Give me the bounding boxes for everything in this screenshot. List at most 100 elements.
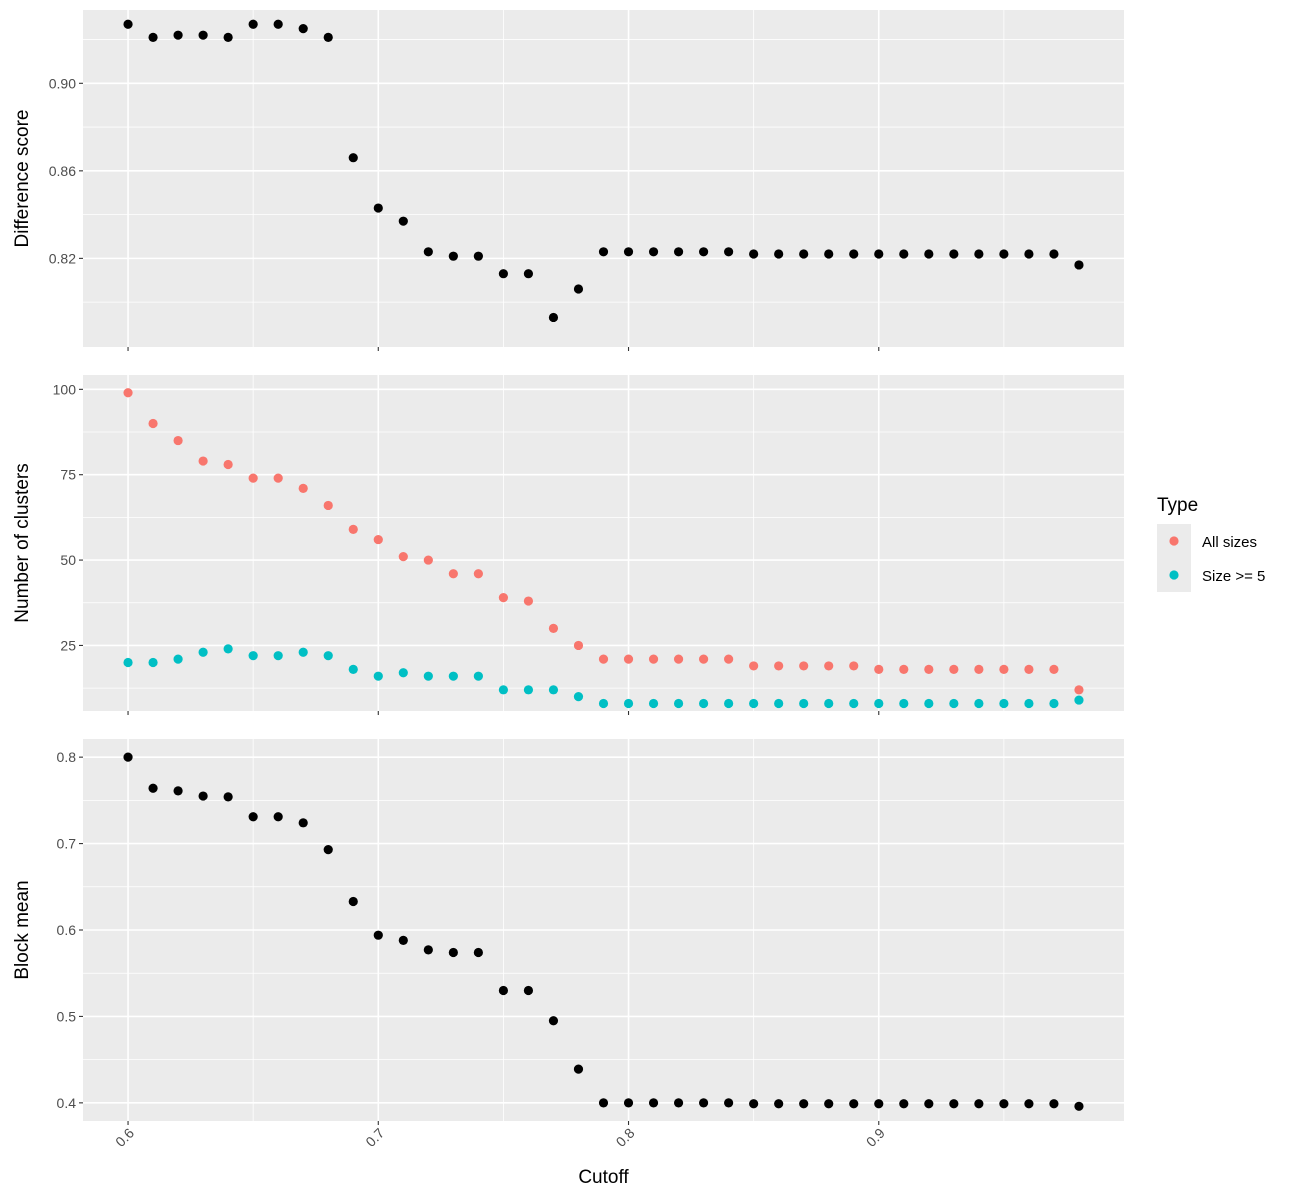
data-point bbox=[448, 251, 458, 261]
data-point bbox=[899, 249, 909, 259]
data-point bbox=[899, 698, 909, 709]
data-point bbox=[573, 692, 584, 702]
data-point bbox=[398, 216, 408, 226]
data-point bbox=[148, 418, 158, 429]
data-point bbox=[198, 791, 208, 801]
x-tick-label: 0.6 bbox=[112, 1125, 137, 1150]
data-point bbox=[148, 783, 158, 793]
data-point bbox=[874, 1099, 884, 1109]
data-point bbox=[323, 651, 333, 661]
data-point bbox=[123, 752, 133, 762]
panel-background bbox=[83, 10, 1124, 347]
data-point bbox=[799, 1099, 809, 1109]
data-point bbox=[148, 32, 158, 42]
data-point bbox=[648, 1098, 659, 1108]
data-point bbox=[648, 247, 659, 257]
data-point bbox=[198, 30, 208, 40]
data-point bbox=[799, 661, 809, 671]
data-point bbox=[498, 985, 509, 996]
data-point bbox=[548, 312, 559, 323]
data-point bbox=[974, 1099, 984, 1109]
data-point bbox=[148, 657, 158, 668]
data-point bbox=[849, 661, 859, 671]
data-point bbox=[999, 249, 1009, 259]
x-tick-label: 0.7 bbox=[362, 1125, 387, 1150]
data-point bbox=[824, 698, 834, 709]
data-point bbox=[298, 818, 308, 828]
data-point bbox=[173, 30, 183, 40]
x-axis: 0.6 0.7 0.8 0.9 bbox=[112, 1125, 888, 1150]
data-point bbox=[799, 249, 809, 259]
data-point bbox=[498, 269, 509, 279]
data-point bbox=[623, 1098, 634, 1108]
data-point bbox=[423, 555, 433, 565]
y-axis-title: Difference score bbox=[12, 110, 33, 248]
data-point bbox=[523, 269, 534, 279]
series bbox=[123, 644, 1084, 709]
x-tick-label: 0.9 bbox=[863, 1125, 888, 1150]
data-point bbox=[198, 456, 208, 466]
data-point bbox=[123, 19, 133, 29]
data-point bbox=[573, 1064, 584, 1074]
data-point bbox=[273, 812, 283, 822]
data-point bbox=[899, 664, 909, 674]
data-point bbox=[698, 654, 709, 664]
data-point bbox=[498, 685, 509, 695]
data-point bbox=[598, 247, 609, 257]
y-tick-label: 0.5 bbox=[57, 1008, 77, 1024]
x-axis-title: Cutoff bbox=[578, 1167, 629, 1188]
data-point bbox=[874, 664, 884, 674]
data-point bbox=[1049, 1099, 1059, 1109]
y-axis-title: Number of clusters bbox=[12, 463, 33, 622]
y-tick-label: 0.86 bbox=[49, 163, 76, 179]
y-tick-label: 25 bbox=[60, 637, 76, 653]
y-tick-label: 0.6 bbox=[57, 922, 77, 938]
legend-entries: All sizes Size >= 5 bbox=[1157, 524, 1265, 592]
data-point bbox=[724, 698, 734, 709]
data-point bbox=[673, 1098, 684, 1108]
data-point bbox=[423, 945, 433, 955]
data-point bbox=[348, 524, 358, 534]
data-point bbox=[123, 388, 133, 398]
data-point bbox=[673, 698, 684, 709]
data-point bbox=[473, 671, 483, 681]
series bbox=[123, 388, 1084, 695]
data-point bbox=[974, 249, 984, 259]
data-point bbox=[373, 930, 383, 940]
data-point bbox=[724, 1098, 734, 1108]
y-tick-label: 75 bbox=[60, 467, 76, 483]
data-point bbox=[949, 249, 959, 259]
data-point bbox=[548, 685, 559, 695]
data-point bbox=[273, 19, 283, 29]
data-point bbox=[1049, 249, 1059, 259]
data-point bbox=[874, 698, 884, 709]
data-point bbox=[623, 698, 634, 709]
data-point bbox=[799, 698, 809, 709]
data-point bbox=[498, 593, 509, 603]
data-point bbox=[248, 473, 258, 483]
data-point bbox=[448, 569, 458, 579]
data-point bbox=[298, 483, 308, 493]
data-point bbox=[698, 698, 709, 709]
legend-label: Size >= 5 bbox=[1202, 568, 1265, 585]
data-point bbox=[849, 698, 859, 709]
data-point bbox=[849, 249, 859, 259]
data-point bbox=[223, 32, 233, 42]
data-point bbox=[323, 32, 333, 42]
data-point bbox=[223, 644, 233, 654]
y-tick-label: 100 bbox=[53, 381, 77, 397]
data-point bbox=[949, 1099, 959, 1109]
data-point bbox=[1074, 260, 1084, 270]
y-tick-label: 50 bbox=[60, 552, 76, 568]
data-point bbox=[698, 1098, 709, 1108]
data-point bbox=[448, 671, 458, 681]
data-point bbox=[248, 812, 258, 822]
data-point bbox=[223, 792, 233, 802]
data-point bbox=[373, 203, 383, 213]
y-tick-label: 0.7 bbox=[57, 836, 77, 852]
data-point bbox=[1049, 698, 1059, 709]
panels: 0.82 0.86 0.90 Difference score 25 50 75 100 Num… bbox=[12, 10, 1124, 1125]
data-point bbox=[423, 247, 433, 257]
y-tick-label: 0.8 bbox=[57, 749, 77, 765]
